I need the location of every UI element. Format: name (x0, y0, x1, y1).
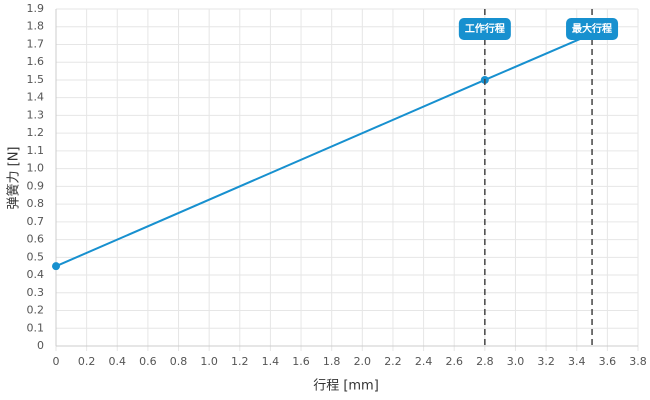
annotation-box (566, 18, 619, 40)
x-tick-label: 1.2 (231, 355, 249, 368)
y-tick-label: 1.5 (27, 73, 45, 86)
x-tick-label: 0 (53, 355, 60, 368)
x-tick-label: 0.6 (139, 355, 157, 368)
annotation-label: 最大行程 (572, 22, 612, 35)
y-tick-label: 0.6 (27, 233, 45, 246)
annotation-label: 工作行程 (465, 22, 505, 35)
x-tick-label: 2.4 (415, 355, 433, 368)
x-tick-label: 0.4 (109, 355, 127, 368)
x-tick-label: 3.6 (599, 355, 617, 368)
line (55, 32, 593, 268)
x-tick-label: 1.4 (262, 355, 280, 368)
y-tick-label: 1.6 (27, 55, 45, 68)
y-tick-label: 1.4 (27, 91, 45, 104)
x-tick-label: 2.0 (354, 355, 372, 368)
x-tick-label: 0.8 (170, 355, 188, 368)
x-tick-label: 1.0 (200, 355, 218, 368)
y-tick-label: 1.3 (27, 108, 45, 121)
y-axis-label: 弹簧力 [N] (6, 146, 22, 209)
x-tick-label: 1.8 (323, 355, 341, 368)
y-tick-label: 0.8 (27, 197, 45, 210)
y-tick-label: 1.1 (27, 144, 45, 157)
y-tick-label: 0.4 (27, 268, 45, 281)
y-tick-label: 0.1 (27, 321, 45, 334)
x-tick-label: 3.4 (568, 355, 586, 368)
x-tick-label: 0.2 (78, 355, 96, 368)
y-tick-label: 0.5 (27, 250, 45, 263)
y-tick-label: 0.7 (27, 215, 45, 228)
annotation-box (458, 18, 511, 40)
x-axis-label: 行程 [mm] (313, 379, 379, 394)
x-tick-label: 3.0 (507, 355, 525, 368)
y-tick-label: 1.7 (27, 37, 45, 50)
y-tick-label: 1.2 (27, 126, 45, 139)
y-tick-label: 0.9 (27, 179, 45, 192)
y-tick-label: 0.3 (27, 286, 45, 299)
x-tick-label: 3.2 (537, 355, 555, 368)
x-tick-label: 2.2 (384, 355, 402, 368)
y-tick-label: 1.9 (27, 2, 45, 15)
y-tick-label: 1.0 (27, 162, 45, 175)
x-tick-label: 2.6 (445, 355, 463, 368)
x-tick-label: 1.6 (292, 355, 310, 368)
y-tick-label: 0 (37, 339, 44, 352)
point (52, 262, 60, 271)
y-tick-label: 0.2 (27, 304, 45, 317)
x-tick-label: 3.8 (629, 355, 647, 368)
y-tick-label: 1.8 (27, 20, 45, 33)
x-tick-label: 2.8 (476, 355, 494, 368)
